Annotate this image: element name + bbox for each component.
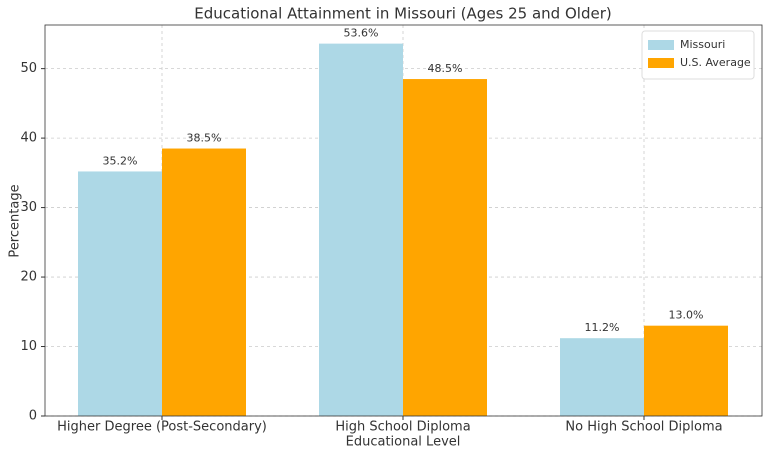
legend-label: U.S. Average [680, 56, 751, 69]
y-tick-label: 30 [20, 200, 37, 215]
value-label: 11.2% [585, 321, 620, 334]
x-axis-label: Educational Level [346, 435, 461, 450]
y-tick-label: 50 [20, 61, 37, 76]
y-axis-label: Percentage [8, 184, 23, 257]
bar [78, 171, 162, 416]
y-tick-label: 10 [20, 339, 37, 354]
value-label: 35.2% [103, 154, 138, 167]
value-label: 48.5% [428, 62, 463, 75]
legend-swatch [648, 58, 674, 68]
bar [403, 79, 487, 417]
x-tick-label: High School Diploma [335, 420, 470, 435]
y-tick-label: 0 [29, 409, 37, 424]
value-label: 13.0% [669, 309, 704, 322]
plot-frame [44, 24, 763, 417]
bar [644, 325, 728, 416]
legend-swatch [648, 40, 674, 50]
bar [319, 43, 403, 416]
x-tick-label: No High School Diploma [565, 420, 722, 435]
chart-title: Educational Attainment in Missouri (Ages… [194, 5, 611, 23]
y-tick-label: 20 [20, 270, 37, 285]
bar [162, 148, 246, 416]
bar [560, 338, 644, 416]
y-tick-label: 40 [20, 131, 37, 146]
x-tick-label: Higher Degree (Post-Secondary) [57, 420, 267, 435]
value-label: 53.6% [344, 27, 379, 40]
value-label: 38.5% [187, 132, 222, 145]
legend-label: Missouri [680, 38, 725, 51]
